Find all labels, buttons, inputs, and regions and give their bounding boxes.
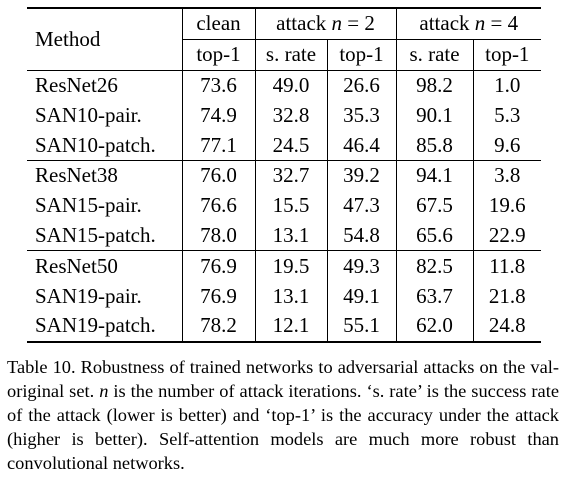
caption-n-variable: n xyxy=(99,381,109,401)
attack4-srate-header: s. rate xyxy=(395,39,474,71)
table-caption: Table 10. Robustness of trained networks… xyxy=(7,355,559,475)
attack2-srate-cell: 13.1 xyxy=(254,220,327,251)
clean-top1-cell: 77.1 xyxy=(181,130,255,161)
attack-n2-header: attack n = 2 xyxy=(254,6,397,40)
attack2-top1-cell: 46.4 xyxy=(326,130,397,161)
clean-header: clean xyxy=(181,6,255,40)
attack4-top1-cell: 22.9 xyxy=(472,220,542,251)
method-cell: ResNet38 xyxy=(27,159,182,191)
attack4-top1-cell: 11.8 xyxy=(472,250,542,282)
attack4-srate-cell: 98.2 xyxy=(395,69,474,101)
attack2-srate-cell: 12.1 xyxy=(254,310,327,343)
attack4-top1-header: top-1 xyxy=(472,39,542,71)
attack2-srate-cell: 49.0 xyxy=(254,69,327,101)
clean-top1-cell: 74.9 xyxy=(181,100,255,131)
attack2-top1-cell: 54.8 xyxy=(326,220,397,251)
attack4-srate-cell: 63.7 xyxy=(395,281,474,311)
method-cell: SAN19-pair. xyxy=(35,283,142,308)
attack4-srate-cell: 94.1 xyxy=(395,159,474,191)
table-row: SAN19-patch. 78.2 12.1 55.1 62.0 24.8 xyxy=(27,310,542,343)
header-row-1: Method clean attack n = 2 attack n = 4 xyxy=(27,6,542,71)
attack2-srate-header: s. rate xyxy=(254,39,327,71)
attack4-srate-cell: 90.1 xyxy=(395,100,474,131)
attack2-srate-cell: 13.1 xyxy=(254,281,327,311)
clean-top1-cell: 76.9 xyxy=(181,281,255,311)
method-header: Method xyxy=(27,6,182,71)
method-cell: SAN19-patch. xyxy=(27,310,182,343)
attack4-srate-cell: 85.8 xyxy=(395,130,474,161)
attack2-top1-cell: 55.1 xyxy=(326,310,397,343)
attack4-srate-cell: 67.5 xyxy=(395,190,474,221)
clean-top1-cell: 78.2 xyxy=(181,310,255,343)
attack4-top1-cell: 9.6 xyxy=(472,130,542,161)
clean-top1-cell: 76.6 xyxy=(181,190,255,221)
attack2-srate-cell: 19.5 xyxy=(254,250,327,282)
method-cell: ResNet50 xyxy=(27,250,182,282)
clean-top1-cell: 76.0 xyxy=(181,159,255,191)
attack2-top1-cell: 49.3 xyxy=(326,250,397,282)
attack2-srate-cell: 32.8 xyxy=(254,100,327,131)
attack2-srate-cell: 32.7 xyxy=(254,159,327,191)
attack4-top1-cell: 5.3 xyxy=(472,100,542,131)
caption-part-1: Table 10. Robustness of trained networks… xyxy=(7,357,559,401)
table-row: SAN15-patch. 78.0 13.1 54.8 65.6 22.9 xyxy=(27,220,542,251)
attack2-top1-cell: 35.3 xyxy=(326,100,397,131)
results-table: Method clean attack n = 2 attack n = 4 t… xyxy=(27,6,542,343)
caption-part-2: is the number of attack iterations. ‘s. … xyxy=(7,381,559,473)
table-row: SAN10-pair. 74.9 32.8 35.3 90.1 5.3 xyxy=(27,100,542,131)
table-row: SAN10-patch. 77.1 24.5 46.4 85.8 9.6 xyxy=(27,130,542,161)
attack4-srate-cell: 62.0 xyxy=(395,310,474,343)
attack4-top1-cell: 21.8 xyxy=(472,281,542,311)
attack4-srate-cell: 82.5 xyxy=(395,250,474,282)
method-cell: SAN15-pair. xyxy=(35,193,142,218)
attack2-top1-cell: 49.1 xyxy=(326,281,397,311)
attack2-top1-cell: 26.6 xyxy=(326,69,397,101)
attack4-top1-cell: 3.8 xyxy=(472,159,542,191)
table-row: SAN19-pair. 76.9 13.1 49.1 63.7 21.8 xyxy=(27,281,542,311)
clean-top1-cell: 73.6 xyxy=(181,69,255,101)
method-cell: SAN15-patch. xyxy=(35,222,156,247)
clean-top1-cell: 78.0 xyxy=(181,220,255,251)
attack2-srate-cell: 15.5 xyxy=(254,190,327,221)
clean-top1-cell: 76.9 xyxy=(181,250,255,282)
attack2-top1-cell: 47.3 xyxy=(326,190,397,221)
table-row: ResNet50 76.9 19.5 49.3 82.5 11.8 xyxy=(27,250,542,282)
attack2-srate-cell: 24.5 xyxy=(254,130,327,161)
table-row: SAN15-pair. 76.6 15.5 47.3 67.5 19.6 xyxy=(27,190,542,221)
attack4-top1-cell: 19.6 xyxy=(472,190,542,221)
attack2-top1-cell: 39.2 xyxy=(326,159,397,191)
attack4-srate-cell: 65.6 xyxy=(395,220,474,251)
table-row: ResNet38 76.0 32.7 39.2 94.1 3.8 xyxy=(27,159,542,191)
method-cell: SAN10-patch. xyxy=(35,132,156,157)
attack-n4-header: attack n = 4 xyxy=(395,6,542,40)
method-cell: ResNet26 xyxy=(27,69,182,101)
attack2-top1-header: top-1 xyxy=(326,39,397,71)
attack4-top1-cell: 1.0 xyxy=(472,69,542,101)
attack4-top1-cell: 24.8 xyxy=(472,310,542,343)
table-row: ResNet26 73.6 49.0 26.6 98.2 1.0 xyxy=(27,69,542,101)
method-cell: SAN10-pair. xyxy=(35,102,142,127)
header-row-2: top-1 s. rate top-1 s. rate top-1 xyxy=(27,39,542,71)
clean-top1-header: top-1 xyxy=(181,39,255,71)
